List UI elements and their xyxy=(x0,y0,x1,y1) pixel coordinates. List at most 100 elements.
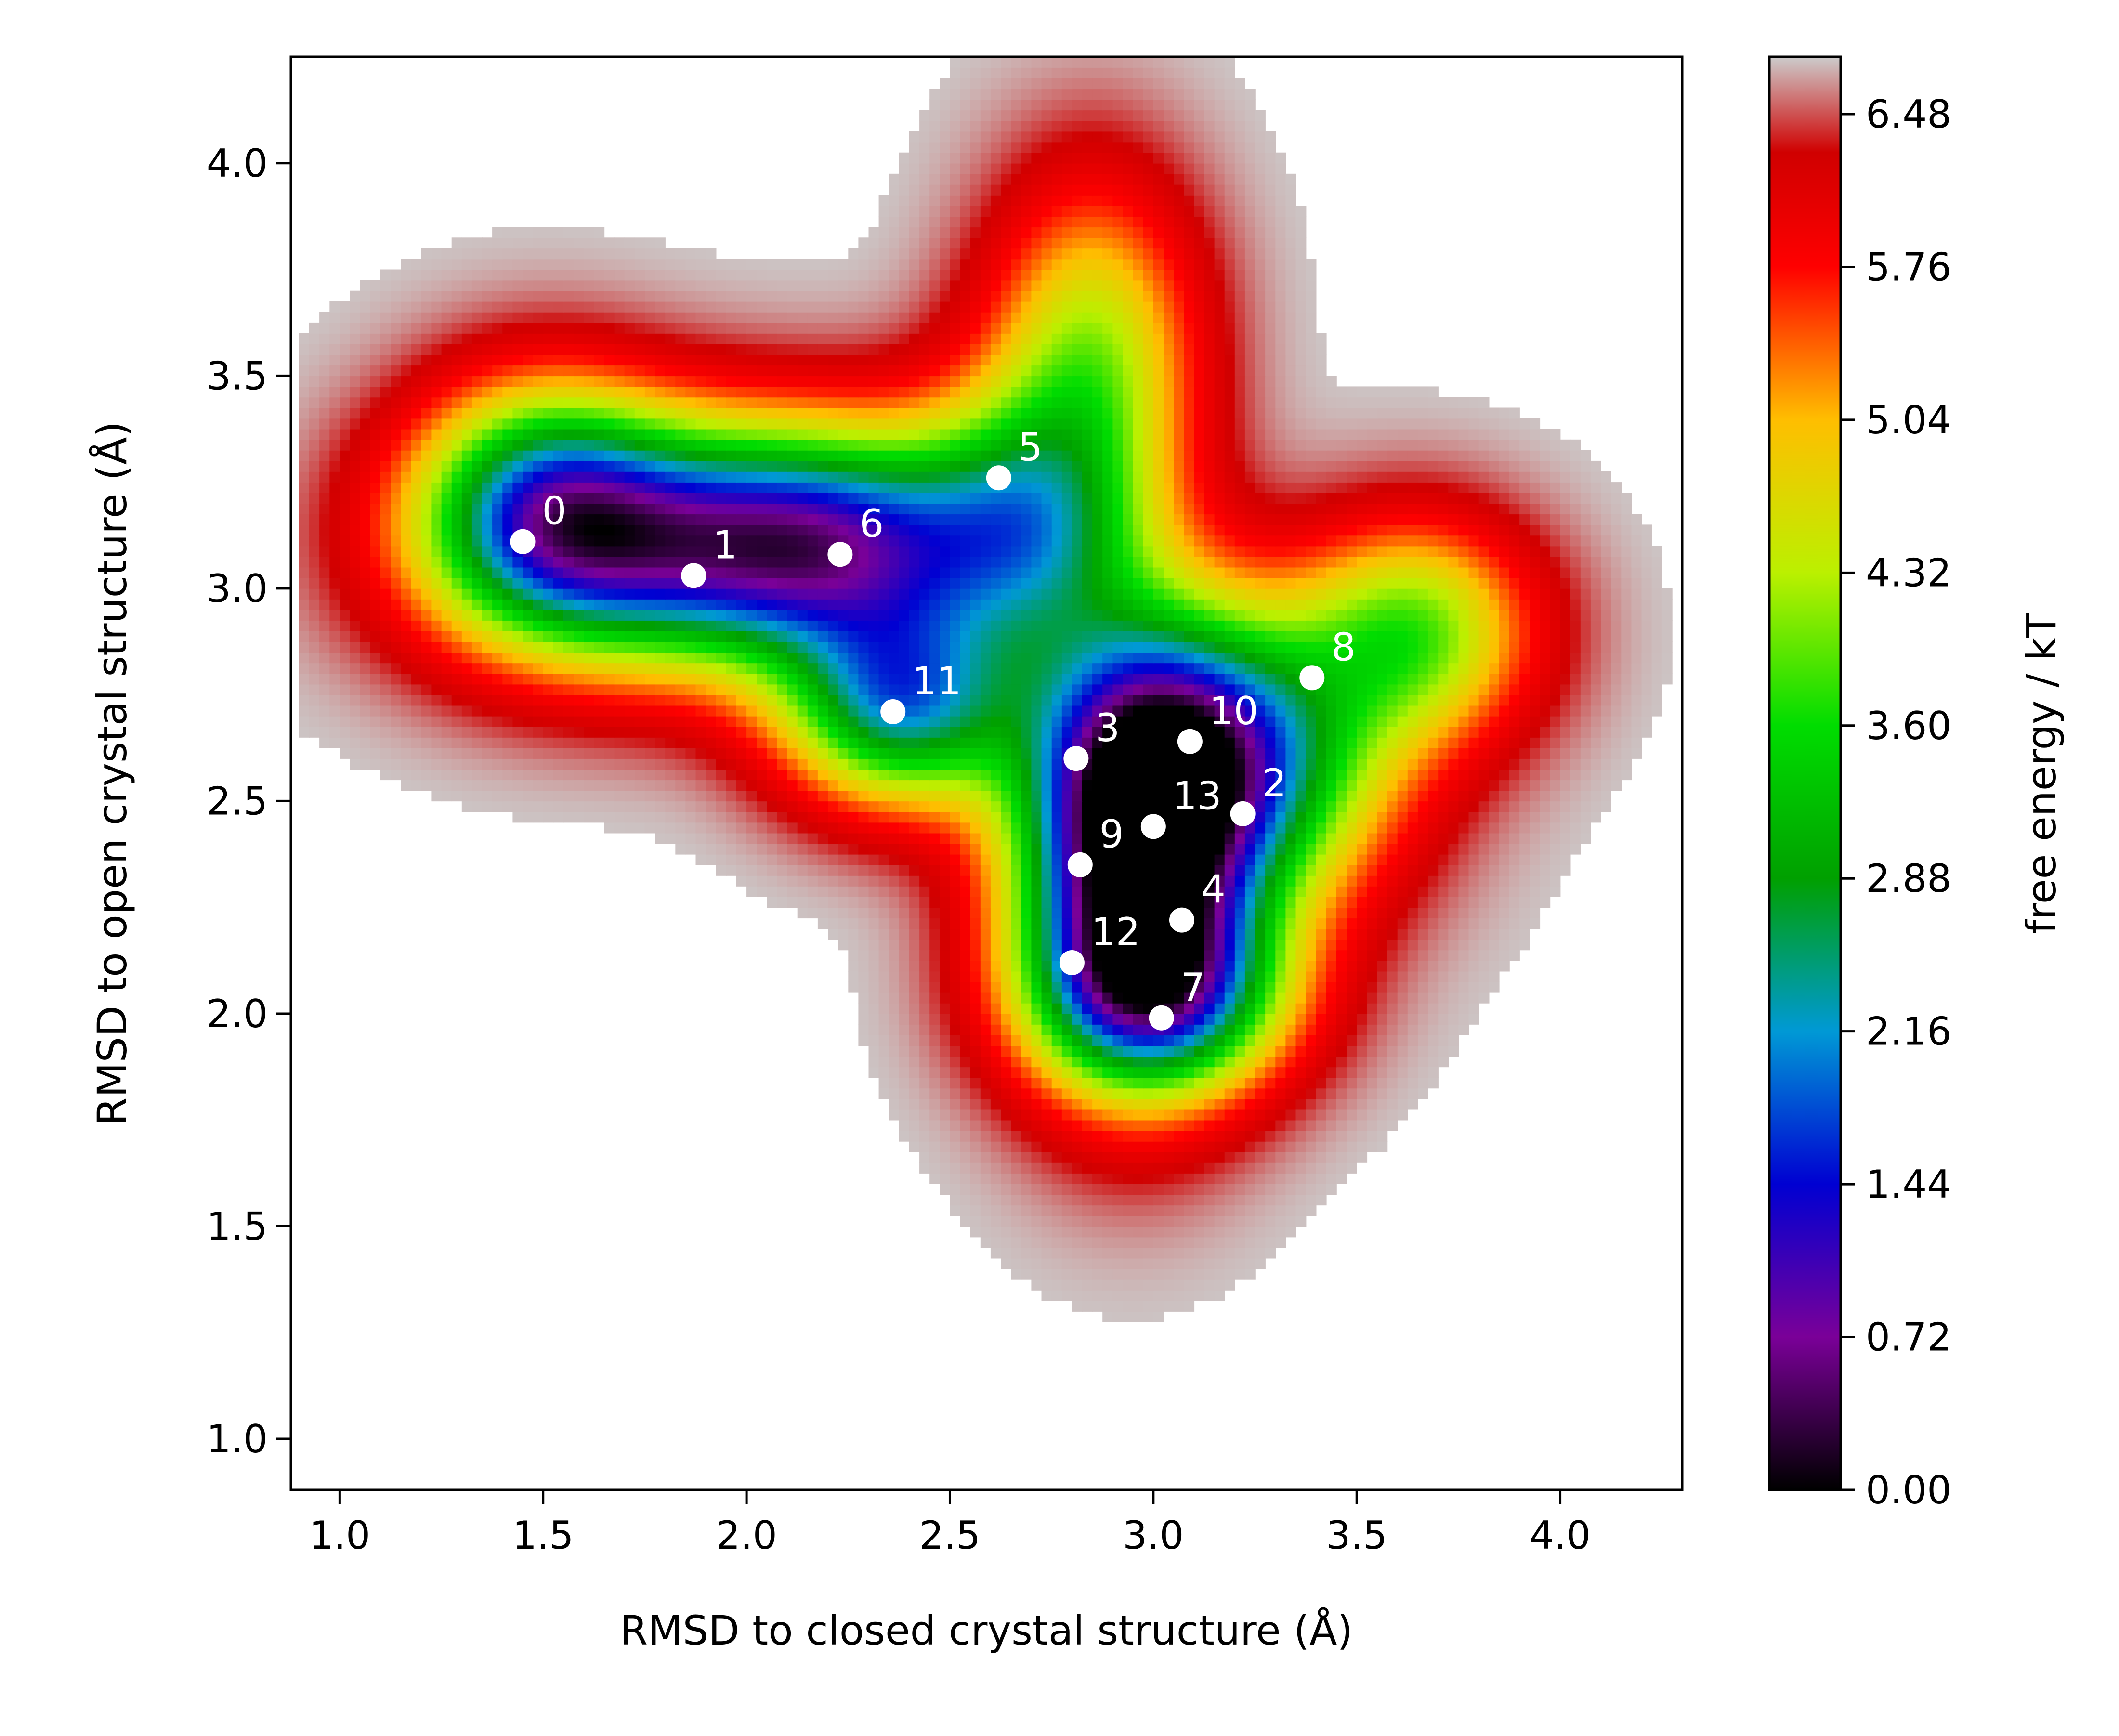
heatmap-cell xyxy=(1031,1109,1042,1121)
heatmap-cell xyxy=(1255,854,1266,865)
heatmap-cell xyxy=(1377,981,1388,993)
heatmap-cell xyxy=(1234,1056,1245,1068)
heatmap-cell xyxy=(970,1120,981,1131)
heatmap-cell xyxy=(1041,843,1052,855)
heatmap-cell xyxy=(1499,620,1510,631)
heatmap-cell xyxy=(695,716,706,727)
heatmap-cell xyxy=(1428,897,1439,908)
heatmap-cell xyxy=(746,758,757,770)
heatmap-cell xyxy=(817,694,828,706)
heatmap-cell xyxy=(1021,1013,1032,1025)
heatmap-cell xyxy=(1530,790,1541,802)
heatmap-cell xyxy=(441,780,452,791)
heatmap-cell xyxy=(1255,1141,1266,1152)
heatmap-cell xyxy=(1285,801,1296,812)
heatmap-cell xyxy=(1611,694,1622,706)
heatmap-cell xyxy=(1194,1130,1205,1142)
heatmap-cell xyxy=(1143,716,1154,727)
heatmap-cell xyxy=(736,641,747,653)
heatmap-cell xyxy=(1357,928,1368,940)
heatmap-cell xyxy=(1478,663,1490,674)
heatmap-cell xyxy=(523,620,534,631)
heatmap-cell xyxy=(1011,1173,1022,1184)
heatmap-cell xyxy=(848,854,859,865)
heatmap-cell xyxy=(1580,758,1591,770)
heatmap-cell xyxy=(594,758,605,770)
heatmap-cell xyxy=(919,960,930,972)
heatmap-cell xyxy=(309,641,320,653)
heatmap-cell xyxy=(1051,822,1062,834)
heatmap-cell xyxy=(492,801,503,812)
heatmap-cell xyxy=(1133,971,1144,982)
heatmap-cell xyxy=(1601,758,1611,770)
heatmap-cell xyxy=(878,1067,889,1078)
heatmap-cell xyxy=(1001,1077,1011,1089)
heatmap-cell xyxy=(1224,1013,1235,1025)
heatmap-cell xyxy=(950,907,961,919)
heatmap-cell xyxy=(1174,854,1184,865)
heatmap-cell xyxy=(329,673,340,685)
heatmap-cell xyxy=(899,854,910,865)
heatmap-cell xyxy=(1580,748,1591,759)
heatmap-cell xyxy=(1478,694,1490,706)
heatmap-cell xyxy=(624,769,635,781)
heatmap-cell xyxy=(1275,864,1286,876)
heatmap-cell xyxy=(1102,726,1113,738)
heatmap-cell xyxy=(1051,641,1062,653)
heatmap-cell xyxy=(695,726,706,738)
heatmap-cell xyxy=(1102,1279,1113,1291)
heatmap-cell xyxy=(1275,918,1286,929)
heatmap-cell xyxy=(1255,1194,1266,1206)
heatmap-cell xyxy=(940,1088,951,1099)
heatmap-cell xyxy=(1143,641,1154,653)
heatmap-cell xyxy=(441,737,452,748)
heatmap-cell xyxy=(1001,1056,1011,1068)
heatmap-cell xyxy=(309,684,320,695)
heatmap-cell xyxy=(1285,918,1296,929)
heatmap-cell xyxy=(1082,1013,1093,1025)
heatmap-cell xyxy=(1123,1024,1134,1035)
heatmap-cell xyxy=(1204,790,1215,802)
heatmap-cell xyxy=(1072,1173,1083,1184)
heatmap-cell xyxy=(1519,716,1530,727)
heatmap-cell xyxy=(1244,981,1256,993)
heatmap-cell xyxy=(950,790,961,802)
heatmap-cell xyxy=(838,928,849,940)
heatmap-cell xyxy=(451,790,462,802)
heatmap-cell xyxy=(1326,1088,1337,1099)
heatmap-cell xyxy=(1123,1279,1134,1291)
heatmap-cell xyxy=(1164,1226,1174,1238)
heatmap-cell xyxy=(746,833,757,844)
heatmap-cell xyxy=(1275,1003,1286,1014)
heatmap-cell xyxy=(1153,716,1164,727)
heatmap-cell xyxy=(1001,1184,1011,1195)
heatmap-cell xyxy=(919,801,930,812)
heatmap-cell xyxy=(899,1045,910,1057)
heatmap-cell xyxy=(1112,1301,1124,1312)
heatmap-cell xyxy=(950,726,961,738)
heatmap-cell xyxy=(1224,1151,1235,1163)
heatmap-cell xyxy=(1478,981,1490,993)
heatmap-cell xyxy=(1184,1067,1195,1078)
heatmap-cell xyxy=(1194,1215,1205,1227)
heatmap-cell xyxy=(1377,673,1388,685)
heatmap-cell xyxy=(1347,992,1357,1004)
heatmap-cell xyxy=(889,631,900,642)
heatmap-cell xyxy=(767,790,778,802)
heatmap-cell xyxy=(1336,907,1347,919)
heatmap-cell xyxy=(441,641,452,653)
heatmap-cell xyxy=(1082,1003,1093,1014)
heatmap-cell xyxy=(1061,801,1073,812)
heatmap-cell xyxy=(858,897,869,908)
heatmap-cell xyxy=(716,684,727,695)
heatmap-cell xyxy=(1051,1045,1062,1057)
heatmap-cell xyxy=(1133,673,1144,685)
heatmap-cell xyxy=(461,726,472,738)
heatmap-cell xyxy=(1102,1024,1113,1035)
heatmap-cell xyxy=(1275,950,1286,961)
heatmap-cell xyxy=(889,833,900,844)
heatmap-cell xyxy=(1174,1215,1184,1227)
heatmap-cell xyxy=(309,673,320,685)
heatmap-cell xyxy=(899,843,910,855)
heatmap-cell xyxy=(451,652,462,664)
